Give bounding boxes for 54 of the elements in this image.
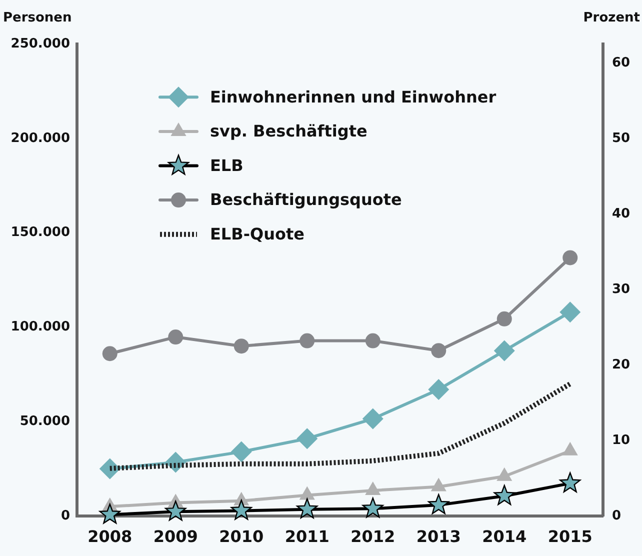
x-tick-label: 2011 [284, 526, 330, 546]
legend-label: ELB-Quote [210, 224, 305, 244]
point [102, 346, 118, 362]
x-tick-label: 2010 [219, 526, 264, 546]
y2-tick-label: 60 [612, 55, 630, 70]
point [494, 484, 515, 506]
point [365, 482, 381, 496]
point [99, 504, 120, 524]
y-tick-label: 0 [60, 508, 70, 524]
y2-axis-title: Prozent [583, 10, 640, 26]
point [496, 311, 512, 326]
y-tick-label: 50.000 [20, 414, 70, 429]
y-tick-label: 250.000 [10, 36, 70, 52]
point [494, 340, 515, 362]
legend-label: Einwohnerinnen und Einwohner [210, 87, 496, 106]
y2-tick-label: 40 [612, 206, 630, 222]
point [230, 441, 252, 462]
point [560, 472, 581, 492]
x-tick-label: 2014 [482, 526, 527, 546]
point [431, 343, 446, 358]
point [300, 333, 315, 348]
x-tick-label: 2008 [88, 526, 132, 546]
y-axis-title: Personen [3, 10, 72, 26]
point [496, 467, 512, 481]
point [428, 379, 450, 400]
legend-label: ELB [210, 156, 244, 175]
point [428, 494, 450, 514]
point [562, 250, 578, 266]
y2-tick-label: 0 [612, 508, 622, 524]
x-tick-label: 2009 [153, 526, 198, 546]
point [362, 408, 384, 430]
point [296, 498, 318, 518]
x-tick-label: 2015 [548, 526, 592, 546]
point [234, 338, 249, 354]
y-tick-label: 150.000 [10, 225, 70, 240]
point [296, 428, 318, 450]
y-tick-label: 200.000 [10, 130, 70, 146]
point [560, 302, 581, 323]
point [230, 500, 252, 520]
x-tick-label: 2012 [350, 526, 396, 546]
y2-tick-label: 50 [612, 130, 630, 146]
point [430, 478, 446, 492]
y2-tick-label: 30 [612, 282, 630, 297]
point [168, 330, 184, 345]
y-tick-label: 100.000 [10, 320, 70, 335]
point [165, 500, 186, 521]
point [362, 498, 384, 518]
legend-label: Beschäftigungsquote [210, 190, 402, 210]
y2-tick-label: 10 [612, 432, 630, 448]
x-tick-label: 2013 [416, 526, 461, 546]
point [299, 486, 315, 500]
legend-label: svp. Beschäftigte [210, 122, 368, 141]
point [365, 333, 380, 348]
y2-tick-label: 20 [612, 357, 630, 372]
